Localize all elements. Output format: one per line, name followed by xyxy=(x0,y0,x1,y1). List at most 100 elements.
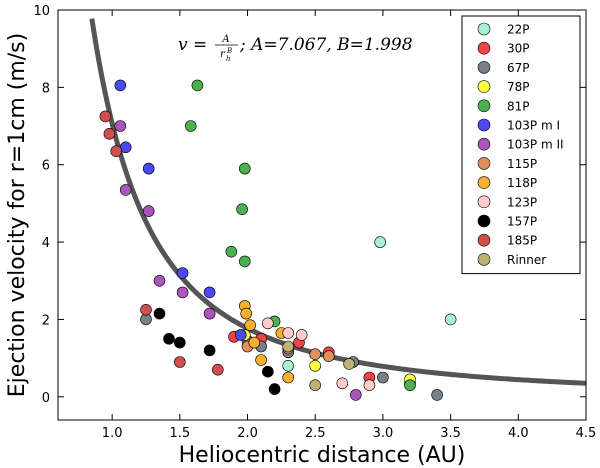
legend-label: Rinner xyxy=(507,253,546,267)
legend-marker xyxy=(477,22,491,36)
data-point xyxy=(336,377,349,390)
data-point xyxy=(404,379,416,392)
fit-curve xyxy=(89,18,586,386)
data-point xyxy=(140,303,152,316)
series-103p-m-ii xyxy=(114,120,362,401)
legend: 22P 30P 67P 78P 81P 103P m I 103P m II 115P 118P… xyxy=(461,15,581,275)
data-point xyxy=(119,184,132,196)
y-tick-label: 0 xyxy=(42,391,50,406)
data-point xyxy=(203,344,216,357)
data-point xyxy=(268,383,281,395)
plot-area xyxy=(89,18,586,401)
legend-marker xyxy=(477,253,491,266)
legend-marker xyxy=(477,118,491,132)
data-point xyxy=(142,205,155,217)
formula-lhs: v = xyxy=(178,35,207,55)
legend-label: 185P xyxy=(507,234,537,248)
formula-den-sub: h xyxy=(226,55,231,63)
data-point xyxy=(114,120,127,132)
x-tick-label: 4.0 xyxy=(508,426,529,441)
x-tick-label: 4.5 xyxy=(576,426,597,441)
legend-label: 123P xyxy=(507,195,537,209)
x-tick-label: 2.5 xyxy=(305,426,326,441)
legend-label: 78P xyxy=(507,80,530,94)
legend-label: 118P xyxy=(507,176,537,190)
data-point xyxy=(349,389,362,401)
legend-label: 103P m II xyxy=(507,138,564,152)
data-point xyxy=(239,162,251,175)
legend-label: 67P xyxy=(507,61,530,75)
x-tick-label: 1.5 xyxy=(170,426,191,441)
y-tick-label: 10 xyxy=(33,4,50,19)
data-point xyxy=(163,332,175,345)
data-point xyxy=(203,307,216,320)
data-point xyxy=(142,162,155,175)
data-point xyxy=(110,145,122,157)
y-tick-label: 6 xyxy=(42,159,50,174)
data-point xyxy=(255,354,267,366)
legend-marker xyxy=(477,99,491,113)
data-point xyxy=(282,327,295,339)
y-axis-title: Ejection velocity for r=1cm (m/s) xyxy=(5,33,30,397)
data-point xyxy=(174,336,186,349)
data-point xyxy=(282,371,295,384)
data-point xyxy=(248,336,261,349)
data-point xyxy=(203,286,216,299)
data-point xyxy=(431,389,443,401)
data-point xyxy=(176,286,189,299)
y-tick-label: 8 xyxy=(42,81,50,96)
data-point xyxy=(295,329,308,341)
data-point xyxy=(282,359,295,372)
legend-marker xyxy=(477,214,491,228)
formula-denominator: r xyxy=(220,49,226,60)
data-point xyxy=(184,120,197,132)
data-point xyxy=(261,365,274,378)
data-point xyxy=(225,245,238,258)
legend-marker xyxy=(477,61,491,74)
series-rinner xyxy=(282,340,355,392)
series-118p xyxy=(239,300,295,384)
data-point xyxy=(261,317,274,330)
y-tick-label: 2 xyxy=(42,313,50,328)
axes: 1.0 1.5 2.0 2.5 3.0 3.5 4.0 4.5 0 2 4 6 8 10 Heliocent… xyxy=(5,4,596,468)
legend-label: 103P m I xyxy=(507,119,560,133)
x-tick-label: 1.0 xyxy=(102,426,123,441)
data-point xyxy=(114,79,127,92)
series-67p xyxy=(140,313,443,401)
data-point xyxy=(239,255,251,268)
data-point xyxy=(174,356,186,368)
data-point xyxy=(309,379,322,392)
legend-marker xyxy=(477,233,491,247)
data-point xyxy=(153,274,166,287)
data-point xyxy=(191,79,204,92)
data-point xyxy=(176,267,189,279)
series-185p xyxy=(99,110,224,376)
legend-marker xyxy=(477,137,491,151)
fit-formula: v = Ar Bh ; A=7.067, B=1.998 xyxy=(178,34,413,63)
legend-label: 30P xyxy=(507,42,530,56)
data-point xyxy=(99,110,112,123)
formula-den-sup: B xyxy=(226,47,232,55)
x-tick-label: 2.0 xyxy=(237,426,258,441)
x-tick-label: 3.5 xyxy=(440,426,461,441)
y-tick-label: 4 xyxy=(42,236,50,251)
data-point xyxy=(282,340,295,353)
series-157p xyxy=(153,307,281,395)
data-point xyxy=(374,236,387,248)
legend-label: 81P xyxy=(507,99,530,113)
legend-marker xyxy=(477,41,491,55)
plot-frame xyxy=(57,9,587,421)
legend-label: 22P xyxy=(507,23,530,37)
data-point xyxy=(244,319,256,332)
legend-marker xyxy=(477,195,491,209)
data-point xyxy=(309,348,322,361)
data-point xyxy=(235,329,247,341)
data-point xyxy=(212,363,224,376)
data-point xyxy=(343,358,355,370)
x-tick-label: 3.0 xyxy=(373,426,394,441)
data-point xyxy=(103,128,116,140)
data-point xyxy=(153,307,166,320)
data-point xyxy=(240,307,252,320)
legend-marker xyxy=(477,80,491,93)
